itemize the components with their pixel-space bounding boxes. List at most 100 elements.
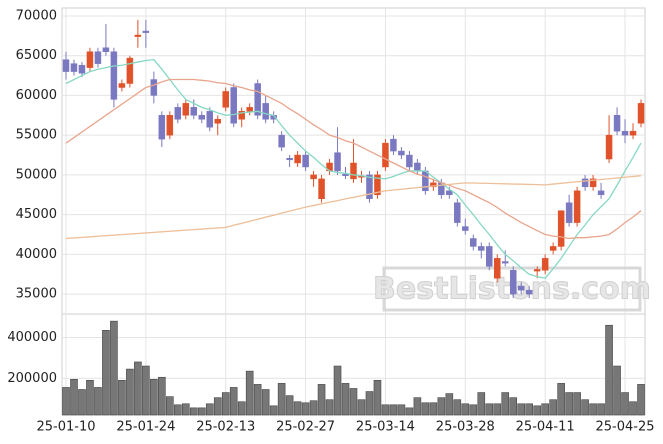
volume-bar: [629, 401, 637, 416]
candle-body: [182, 103, 190, 116]
candle-body: [517, 285, 525, 291]
candle-body: [246, 107, 253, 112]
y-tick-label: 55000: [16, 128, 57, 143]
volume-bar: [142, 365, 150, 416]
volume-bar: [637, 384, 645, 416]
volume-bar: [269, 405, 278, 416]
candle-body: [525, 289, 533, 295]
volume-bar: [397, 404, 406, 416]
x-tick-label: 25-01-10: [36, 420, 95, 435]
x-tick-label: 25-03-14: [356, 420, 415, 435]
volume-bar: [389, 404, 398, 416]
volume-bar: [533, 405, 541, 416]
candle-body: [581, 178, 589, 188]
y-tick-label: 200000: [7, 371, 57, 386]
candle-body: [286, 157, 293, 161]
candle-body: [629, 130, 637, 136]
candle-body: [422, 170, 429, 192]
volume-bar: [293, 401, 302, 416]
x-tick-label: 25-04-11: [516, 420, 575, 435]
volume-bar: [70, 378, 78, 416]
candle-body: [126, 57, 134, 84]
volume-bar: [285, 395, 294, 416]
candle-body: [174, 107, 182, 120]
volume-bar: [565, 392, 573, 416]
candle-body: [462, 226, 469, 231]
candle-body: [613, 115, 621, 132]
candle-body: [557, 210, 565, 247]
candle-body: [134, 34, 142, 37]
volume-bar: [150, 378, 158, 416]
moving-average-line: [65, 58, 642, 279]
volume-bar: [613, 365, 621, 416]
moving-average-line: [65, 175, 642, 240]
candle-body: [549, 246, 557, 251]
x-tick-label: 25-04-25: [596, 420, 655, 435]
volume-bar: [525, 403, 533, 416]
candle-body: [366, 174, 373, 200]
candle-body: [62, 59, 70, 72]
volume-bar: [245, 370, 254, 416]
candle-body: [342, 173, 349, 176]
volume-bar: [197, 407, 206, 416]
candle-body: [350, 162, 357, 180]
volume-bar: [453, 399, 462, 416]
volume-bar: [597, 403, 605, 416]
volume-bar: [62, 387, 70, 416]
volume-bar: [621, 392, 629, 416]
candle-body: [214, 119, 221, 124]
candle-body: [501, 261, 509, 264]
volume-bar: [181, 403, 190, 416]
x-tick-label: 25-03-28: [436, 420, 495, 435]
volume-bar: [317, 384, 326, 416]
candle-body: [597, 190, 605, 196]
volume-bar: [134, 361, 142, 416]
volume-bar: [421, 402, 430, 416]
candle-body: [486, 246, 493, 267]
x-tick-label: 25-01-24: [116, 420, 175, 435]
volume-bar: [205, 403, 214, 416]
candle-body: [637, 103, 645, 124]
volume-bar: [501, 392, 510, 416]
volume-bar: [549, 399, 557, 416]
volume-bar: [493, 403, 502, 416]
candle-body: [166, 115, 174, 136]
y-tick-label: 35000: [16, 287, 57, 302]
volume-bar: [581, 399, 589, 416]
candle-body: [382, 142, 389, 168]
candle-body: [294, 154, 301, 164]
candle-body: [278, 134, 285, 148]
candle-body: [190, 107, 198, 116]
candle-body: [573, 190, 581, 223]
watermark-box: [382, 266, 642, 312]
marks: [62, 19, 645, 416]
volume-bar: [158, 376, 166, 416]
candle-body: [478, 246, 485, 251]
y-tick-label: 65000: [16, 48, 57, 63]
volume-bar: [429, 402, 438, 416]
volume-bar: [485, 403, 494, 416]
plot-frame: [61, 7, 646, 416]
volume-bar: [237, 401, 246, 416]
candle-body: [605, 134, 613, 160]
candle-body: [454, 202, 461, 223]
volume-bar: [94, 387, 102, 416]
volume-bar: [102, 330, 110, 416]
candle-body: [198, 115, 206, 120]
candle-body: [565, 202, 573, 223]
volume-bar: [469, 404, 478, 416]
candle-body: [78, 64, 86, 74]
candle-body: [230, 87, 237, 124]
volume-bar: [221, 392, 230, 416]
candle-body: [509, 270, 517, 295]
volume-bar: [557, 383, 565, 416]
candle-body: [94, 51, 102, 64]
candle-body: [494, 258, 501, 279]
volume-bar: [445, 393, 454, 416]
volume-bar: [357, 399, 366, 416]
volume-bar: [349, 388, 358, 416]
candle-body: [414, 162, 421, 172]
candle-body: [621, 130, 629, 136]
candle-body: [102, 47, 110, 52]
